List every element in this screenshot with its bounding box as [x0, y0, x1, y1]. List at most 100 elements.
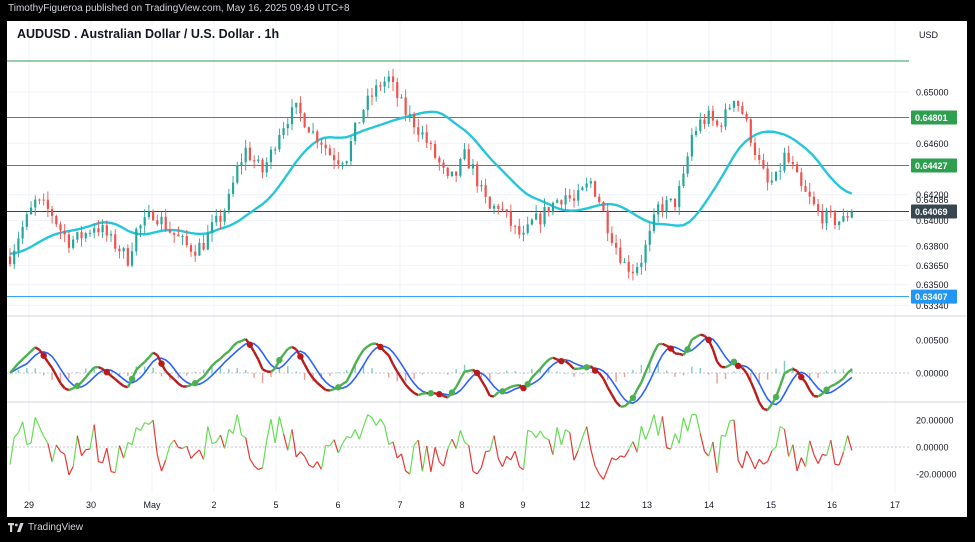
- macd-line-segment: [312, 377, 319, 384]
- oscillator-segment: [72, 435, 78, 467]
- oscillator-segment: [68, 466, 74, 476]
- oscillator-segment: [358, 426, 365, 440]
- macd-cross-dot: [473, 369, 481, 377]
- oscillator-segment: [442, 449, 449, 467]
- candle-body: [311, 131, 315, 133]
- candle-body: [450, 171, 454, 177]
- macd-line-segment: [838, 377, 845, 383]
- candle-body: [126, 248, 129, 266]
- oscillator-segment: [455, 430, 461, 449]
- candle-body: [619, 247, 622, 263]
- macd-tick-label: 0.00000: [916, 369, 949, 379]
- candle-body: [396, 82, 399, 98]
- macd-line-segment: [678, 352, 684, 357]
- candle-body: [682, 173, 685, 187]
- candle-body: [307, 127, 310, 133]
- macd-line-segment: [763, 407, 768, 412]
- candle-body: [299, 102, 302, 114]
- chart-area[interactable]: 0.65000 0.64600 0.64200 0.64000 0.63800 0.636…: [7, 21, 967, 517]
- candle-body: [282, 128, 285, 136]
- macd-line-segment: [291, 345, 297, 351]
- oscillator-segment: [299, 451, 306, 457]
- macd-line-segment: [648, 351, 656, 363]
- macd-line-segment: [223, 350, 230, 356]
- oscillator-segment: [674, 433, 680, 444]
- candle-body: [257, 159, 260, 162]
- oscillator-segment: [106, 447, 112, 472]
- oscillator-segment: [98, 461, 103, 464]
- macd-line-segment: [644, 361, 651, 373]
- oscillator-segment: [510, 450, 516, 461]
- candle-body: [29, 207, 33, 215]
- macd-cross-dot: [684, 346, 691, 353]
- macd-line-segment: [345, 372, 353, 383]
- oscillator-segment: [55, 444, 62, 452]
- macd-line-segment: [711, 348, 719, 363]
- macd-cross-dot: [524, 381, 531, 388]
- macd-line-segment: [164, 370, 171, 377]
- time-tick-label: 29: [24, 500, 34, 510]
- oscillator-segment: [178, 446, 183, 449]
- candle-body: [610, 233, 613, 243]
- candle-body: [467, 149, 470, 169]
- macd-line-segment: [215, 357, 222, 363]
- oscillator-segment: [501, 456, 508, 467]
- candle-body: [543, 207, 546, 225]
- macd-cross-dot: [276, 356, 283, 364]
- oscillator-segment: [371, 417, 377, 426]
- oscillator-segment: [763, 460, 768, 465]
- candle-body: [21, 226, 24, 239]
- candle-body: [732, 101, 736, 108]
- candle-body: [501, 208, 504, 210]
- level-price-tag-label: 0.64427: [915, 161, 948, 171]
- candle-body: [332, 155, 336, 161]
- macd-line-segment: [147, 351, 155, 359]
- macd-line-segment: [329, 387, 335, 392]
- macd-cross-dot: [520, 384, 527, 392]
- oscillator-segment: [219, 434, 226, 449]
- candle-body: [838, 221, 841, 226]
- candle-body: [661, 204, 664, 212]
- candle-body: [636, 266, 639, 274]
- oscillator-segment: [636, 426, 642, 453]
- candle-body: [286, 124, 289, 129]
- macd-line-segment: [846, 368, 853, 374]
- oscillator-segment: [26, 442, 32, 446]
- price-chart-svg[interactable]: 0.65000 0.64600 0.64200 0.64000 0.63800 0.636…: [7, 21, 967, 517]
- candle-body: [724, 109, 727, 127]
- candle-body: [147, 211, 150, 218]
- oscillator-segment: [535, 430, 541, 439]
- macd-line-segment: [493, 391, 500, 398]
- macd-line-segment: [636, 381, 643, 391]
- price-tick-label: 0.64200: [916, 190, 949, 200]
- oscillator-segment: [396, 453, 402, 459]
- oscillator-segment: [160, 459, 167, 472]
- candle-body: [206, 232, 209, 250]
- oscillator-segment: [620, 455, 625, 458]
- oscillator-segment: [38, 426, 45, 437]
- oscillator-segment: [325, 444, 330, 447]
- candle-body: [644, 244, 647, 263]
- candle-body: [509, 211, 512, 226]
- oscillator-segment: [51, 444, 57, 462]
- oscillator-segment: [148, 419, 154, 425]
- candle-body: [678, 186, 681, 208]
- candle-body: [787, 152, 790, 163]
- oscillator-segment: [434, 447, 440, 463]
- macd-line-segment: [510, 384, 516, 389]
- level-price-tag-label: 0.64069: [915, 207, 948, 217]
- candle-body: [699, 119, 702, 131]
- candle-body: [72, 239, 75, 248]
- macd-line-segment: [578, 366, 583, 370]
- macd-line-segment: [325, 388, 331, 392]
- time-tick-label: 7: [397, 500, 402, 510]
- macd-line-segment: [404, 383, 411, 391]
- candle-body: [808, 191, 811, 197]
- candle-body: [358, 122, 361, 124]
- time-tick-label: 5: [273, 500, 278, 510]
- oscillator-segment: [493, 435, 499, 459]
- macd-line-segment: [741, 366, 748, 374]
- oscillator-segment: [800, 457, 807, 467]
- oscillator-segment: [632, 441, 638, 453]
- macd-cross-dot: [103, 368, 111, 376]
